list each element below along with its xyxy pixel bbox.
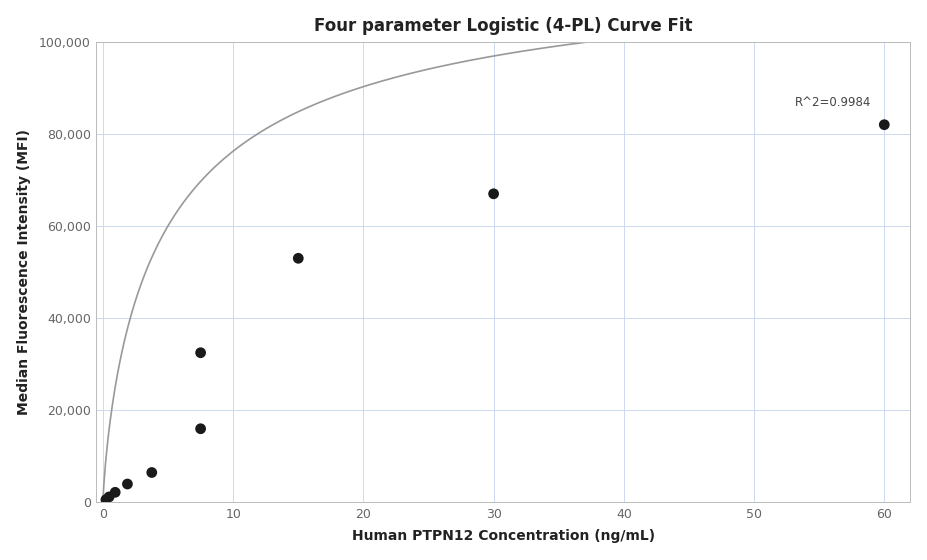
Point xyxy=(291,254,306,263)
Point xyxy=(120,479,134,488)
Y-axis label: Median Fluorescence Intensity (MFI): Median Fluorescence Intensity (MFI) xyxy=(17,129,31,415)
Point xyxy=(486,189,501,198)
Point xyxy=(102,492,117,501)
Point xyxy=(193,424,208,433)
X-axis label: Human PTPN12 Concentration (ng/mL): Human PTPN12 Concentration (ng/mL) xyxy=(352,529,655,543)
Point xyxy=(877,120,892,129)
Point xyxy=(145,468,159,477)
Title: Four parameter Logistic (4-PL) Curve Fit: Four parameter Logistic (4-PL) Curve Fit xyxy=(314,17,692,35)
Point xyxy=(193,348,208,357)
Point xyxy=(98,495,113,504)
Point xyxy=(108,488,122,497)
Text: R^2=0.9984: R^2=0.9984 xyxy=(794,96,871,109)
